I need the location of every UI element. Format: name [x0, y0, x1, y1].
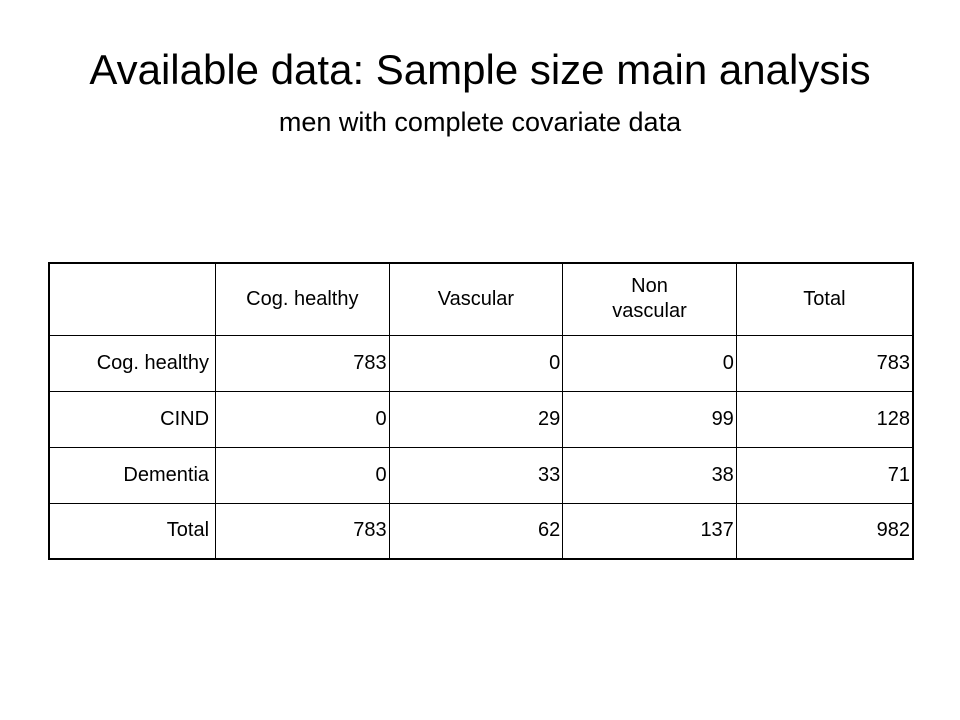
header-cell-non-vascular: Non vascular: [562, 262, 737, 336]
row-label: Total: [48, 502, 217, 560]
table-cell: 783: [215, 502, 390, 560]
table-cell: 0: [215, 446, 390, 504]
table-cell: 982: [735, 502, 914, 560]
slide-title: Available data: Sample size main analysi…: [89, 46, 871, 93]
table-cell: 0: [562, 334, 737, 392]
table-cell: 128: [735, 390, 914, 448]
row-label: Dementia: [48, 446, 217, 504]
table-cell: 0: [215, 390, 390, 448]
table-row-cog-healthy: Cog. healthy 783 0 0 783: [48, 334, 914, 392]
table-cell: 137: [562, 502, 737, 560]
table-cell: 783: [735, 334, 914, 392]
table-cell: 0: [388, 334, 564, 392]
table-cell: 71: [735, 446, 914, 504]
table-header-row: Cog. healthy Vascular Non vascular Total: [48, 262, 914, 336]
table-row-cind: CIND 0 29 99 128: [48, 390, 914, 448]
header-cell-total: Total: [735, 262, 914, 336]
slide-subtitle: men with complete covariate data: [278, 107, 682, 137]
header-cell-vascular: Vascular: [388, 262, 564, 336]
header-cell-empty: [48, 262, 217, 336]
table-row-total: Total 783 62 137 982: [48, 502, 914, 560]
table-cell: 99: [562, 390, 737, 448]
table-cell: 38: [562, 446, 737, 504]
row-label: Cog. healthy: [48, 334, 217, 392]
table-cell: 783: [215, 334, 390, 392]
table-row-dementia: Dementia 0 33 38 71: [48, 446, 914, 504]
table-cell: 29: [388, 390, 564, 448]
row-label: CIND: [48, 390, 217, 448]
table-cell: 33: [388, 446, 564, 504]
sample-size-table: Cog. healthy Vascular Non vascular Total…: [48, 262, 914, 560]
header-label-non-vascular: Non vascular: [612, 275, 687, 323]
header-cell-cog-healthy: Cog. healthy: [215, 262, 390, 336]
table-cell: 62: [388, 502, 564, 560]
